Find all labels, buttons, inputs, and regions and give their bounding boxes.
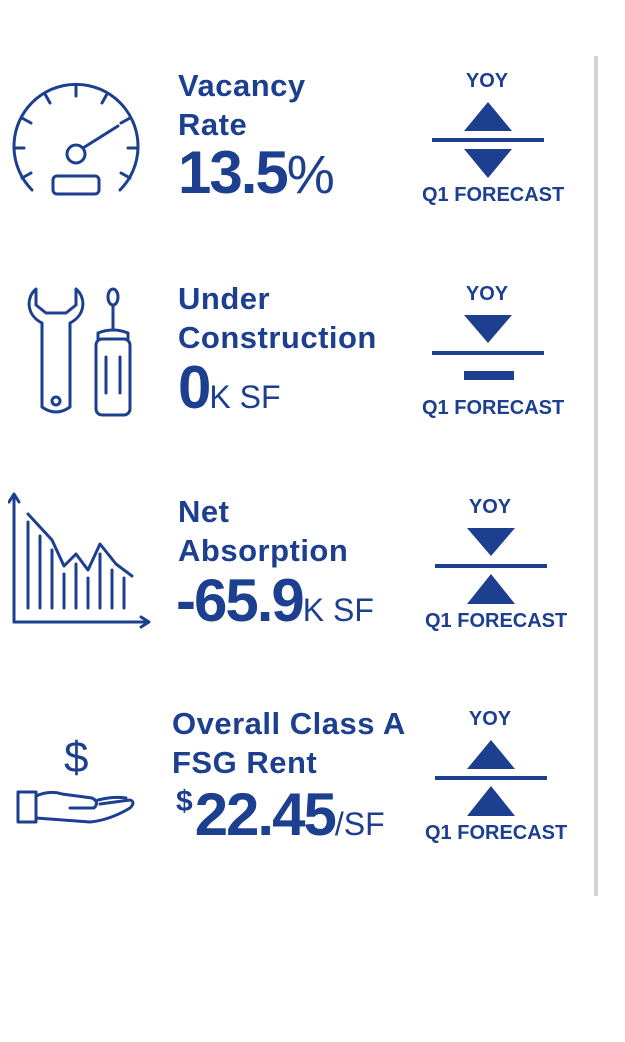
yoy-up-arrow-icon <box>464 102 512 131</box>
stat-vacancy-rate: Vacancy Rate 13.5% YOY Q1 FORECAST <box>0 68 590 260</box>
value-number: 13.5 <box>178 139 289 206</box>
trend-indicator: YOY Q1 FORECAST <box>422 70 565 210</box>
stat-label: Under Construction <box>178 279 377 357</box>
stat-label: Vacancy Rate <box>178 66 306 144</box>
label-line: Absorption <box>178 533 349 568</box>
baseline-divider <box>432 351 544 355</box>
forecast-flat-icon <box>464 371 514 380</box>
value-unit: K SF <box>209 379 281 415</box>
stat-value: -65.9K SF <box>176 566 374 635</box>
baseline-divider <box>435 776 547 780</box>
svg-text:$: $ <box>64 733 88 782</box>
declining-chart-icon <box>8 492 154 632</box>
label-line: Vacancy <box>178 68 306 103</box>
yoy-label: YOY <box>465 283 509 305</box>
label-line: Under <box>178 281 271 316</box>
stat-net-absorption: Net Absorption -65.9K SF YOY Q1 FORECAST <box>0 492 590 686</box>
trend-arrows <box>435 528 547 604</box>
stat-value: 0K SF <box>178 353 281 422</box>
yoy-label: YOY <box>465 70 509 92</box>
forecast-label: Q1 FORECAST <box>425 610 568 632</box>
label-line: Net <box>178 494 230 529</box>
stat-label: Overall Class A FSG Rent <box>172 704 406 782</box>
label-line: Rate <box>178 107 248 142</box>
yoy-down-arrow-icon <box>467 528 515 556</box>
value-number: -65.9 <box>176 567 305 634</box>
trend-indicator: YOY Q1 FORECAST <box>425 496 568 636</box>
label-line: Overall Class A <box>172 706 406 741</box>
speedometer-icon <box>10 78 142 200</box>
baseline-divider <box>435 564 547 568</box>
stat-value: $22.45/SF <box>176 780 385 849</box>
trend-arrows <box>432 315 544 380</box>
trend-arrows <box>432 102 544 178</box>
value-prefix: $ <box>176 785 193 818</box>
forecast-label: Q1 FORECAST <box>425 822 568 844</box>
stat-under-construction: Under Construction 0K SF YOY Q1 FORECAST <box>0 281 590 473</box>
value-number: 22.45 <box>194 781 337 848</box>
value-unit: % <box>286 145 335 205</box>
hand-dollar-icon: $ <box>14 724 138 832</box>
yoy-down-arrow-icon <box>464 315 512 343</box>
value-number: 0 <box>178 354 211 421</box>
value-unit: K SF <box>302 592 374 628</box>
yoy-up-arrow-icon <box>467 740 515 769</box>
label-line: FSG Rent <box>172 745 318 780</box>
forecast-down-arrow-icon <box>464 149 512 178</box>
trend-indicator: YOY Q1 FORECAST <box>425 708 568 848</box>
forecast-up-arrow-icon <box>467 786 515 816</box>
stat-label: Net Absorption <box>178 492 348 570</box>
vertical-divider <box>594 56 598 896</box>
label-line: Construction <box>178 320 377 355</box>
forecast-label: Q1 FORECAST <box>422 397 565 419</box>
stat-value: 13.5% <box>178 138 335 207</box>
tools-icon <box>22 285 134 421</box>
forecast-label: Q1 FORECAST <box>422 184 565 206</box>
baseline-divider <box>432 138 544 142</box>
trend-indicator: YOY Q1 FORECAST <box>422 283 565 423</box>
stat-class-a-rent: $ Overall Class A FSG Rent $22.45/SF YOY… <box>0 706 590 898</box>
trend-arrows <box>435 740 547 816</box>
value-unit: /SF <box>334 806 385 842</box>
yoy-label: YOY <box>468 708 512 730</box>
forecast-up-arrow-icon <box>467 574 515 604</box>
yoy-label: YOY <box>468 496 512 518</box>
